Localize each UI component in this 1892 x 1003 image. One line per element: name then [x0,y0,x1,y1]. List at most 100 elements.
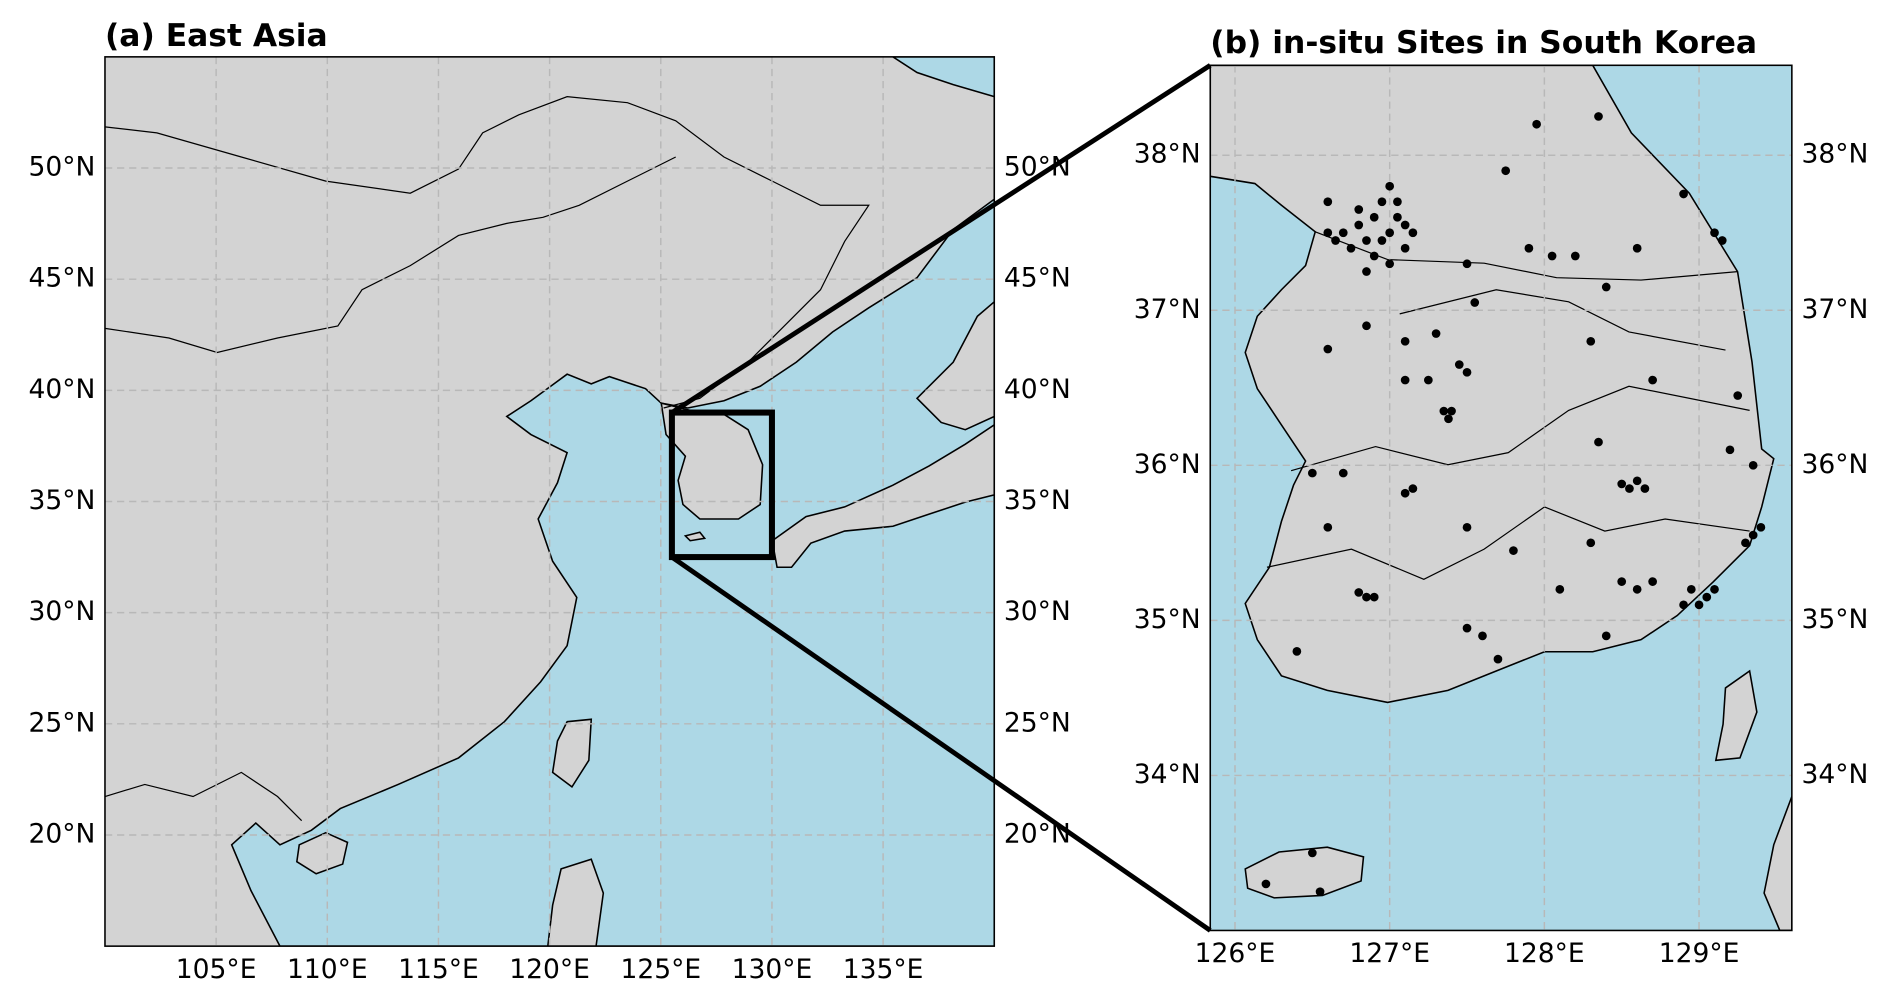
site [1632,243,1642,253]
x-tick-label: 110°E [287,954,368,985]
taiwan [551,718,593,789]
province-border [1266,231,1750,580]
philippines [547,858,605,947]
site [1702,592,1712,602]
y-tick-label: 20°N [28,818,95,849]
y-tick-label: 37°N [1802,294,1869,325]
y-tick-label: 50°N [28,152,95,183]
site [1408,484,1418,493]
y-tick-label: 35°N [1004,485,1071,516]
site [1601,282,1611,292]
site [1354,220,1364,230]
x-tick-label: 115°E [398,954,479,985]
y-tick-label: 35°N [1802,604,1869,635]
site [1710,585,1719,594]
site [1393,197,1402,207]
site [1710,228,1719,238]
site [1408,228,1418,238]
site [1400,243,1410,253]
border [104,771,303,822]
site [1462,623,1472,633]
border [104,96,870,409]
site [1462,259,1472,269]
site [1362,236,1371,245]
x-tick-label: 135°E [843,954,924,985]
y-tick-label: 25°N [28,707,95,738]
site [1648,577,1657,586]
site [1509,546,1518,555]
site [1501,166,1511,176]
x-tick-label: 120°E [509,954,590,985]
y-tick-label: 36°N [1134,449,1201,480]
site [1733,391,1743,400]
panel-title: (b) in-situ Sites in South Korea [1210,25,1757,61]
x-tick-label: 128°E [1504,938,1585,969]
y-tick-label: 38°N [1802,139,1869,170]
site [1717,236,1727,245]
site [1331,236,1340,245]
site [1462,367,1472,377]
y-tick-label: 45°N [1004,263,1071,294]
site [1586,336,1596,346]
site [1400,220,1410,230]
site [1547,251,1557,261]
site [1307,848,1317,858]
x-tick-label: 126°E [1195,938,1276,969]
map-south-korea [1210,65,1792,931]
site [1632,476,1642,486]
y-tick-label: 30°N [28,596,95,627]
y-tick-label: 40°N [28,374,95,405]
site [1478,631,1487,641]
site [1725,445,1735,455]
site [1369,212,1379,222]
site [1385,228,1395,238]
site [1307,468,1317,478]
site [1617,479,1627,489]
site [1439,406,1449,416]
y-tick-label: 30°N [1004,596,1071,627]
panel-title: (a) East Asia [105,18,328,54]
site [1393,212,1402,222]
y-tick-label: 40°N [1004,374,1071,405]
y-tick-label: 35°N [1134,604,1201,635]
site [1444,414,1453,424]
site [1323,344,1333,354]
site [1315,887,1325,897]
y-tick-label: 37°N [1134,294,1201,325]
site [1586,538,1596,548]
site [1323,228,1333,238]
connector [670,63,1212,415]
x-tick-label: 105°E [176,954,257,985]
y-tick-label: 25°N [1004,707,1071,738]
jeju-a [683,531,707,542]
site [1741,538,1750,548]
site [1362,592,1371,602]
x-tick-label: 129°E [1659,938,1740,969]
y-tick-label: 45°N [28,263,95,294]
site [1454,360,1464,369]
frame [1209,64,1793,932]
japan-north [915,300,995,431]
site [1354,205,1364,214]
connector [670,555,1212,933]
y-tick-label: 34°N [1134,759,1201,790]
y-tick-label: 35°N [28,485,95,516]
site [1362,267,1371,276]
site [1385,181,1395,191]
site [1601,631,1611,641]
site [1555,585,1565,594]
site [1524,243,1534,253]
zoom-box [668,409,775,561]
site [1686,585,1696,594]
site [1694,600,1704,610]
site [1625,484,1634,493]
site [1354,588,1364,597]
korea [1210,65,1775,704]
site [1632,585,1642,594]
y-tick-label: 38°N [1134,139,1201,170]
site [1493,654,1503,664]
y-tick-label: 36°N [1802,449,1869,480]
border [104,156,676,354]
site [1292,647,1302,656]
site [1470,298,1480,307]
